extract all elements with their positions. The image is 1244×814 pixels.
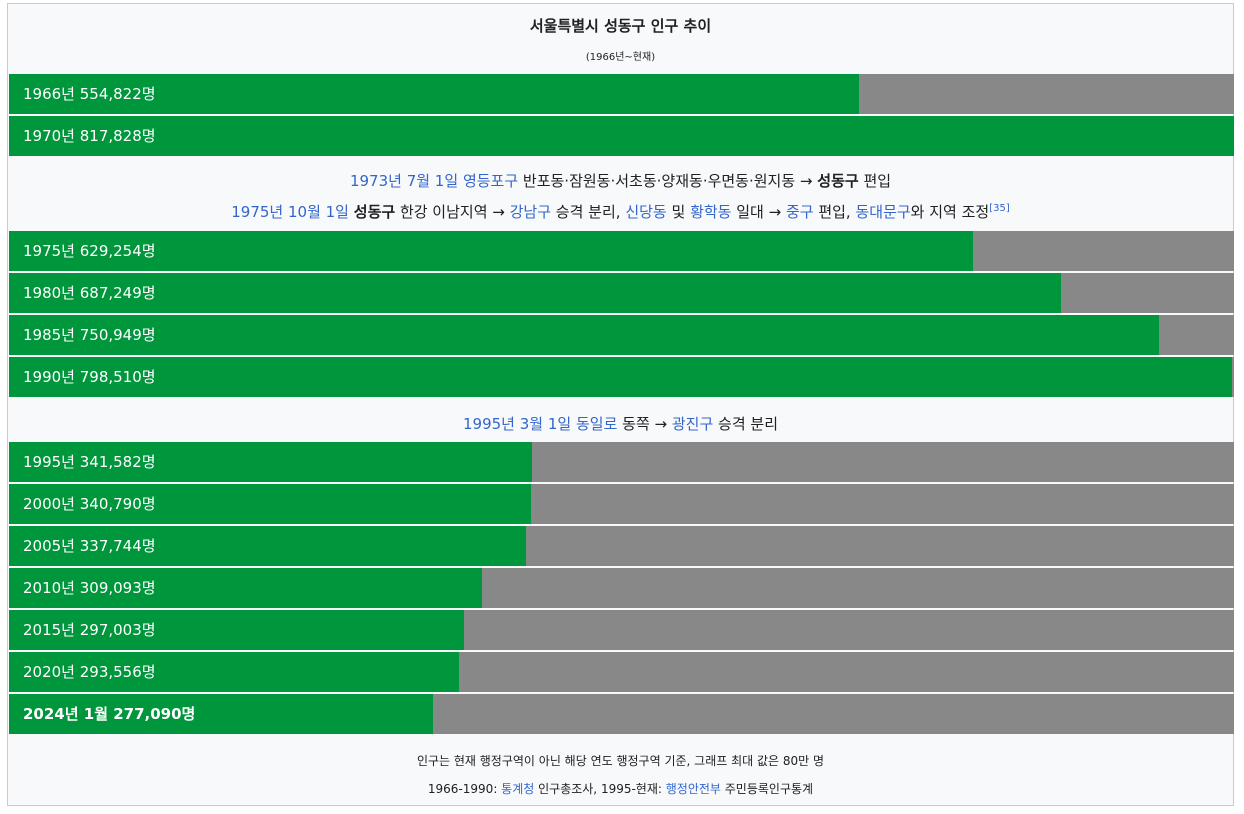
bar-label-12: 2024년 1월 277,090명 (23, 705, 196, 723)
bar-fill-4 (9, 315, 1159, 355)
bar-fill-12 (9, 694, 434, 734)
bar-label-6: 1995년 341,582명 (23, 453, 156, 471)
footer-note: 인구는 현재 행정구역이 아닌 해당 연도 행정구역 기준, 그래프 최대 값은… (416, 754, 825, 768)
link-dongil-ro[interactable]: 동일로 (575, 415, 618, 433)
link-yeongdeungpo-gu[interactable]: 영등포구 (462, 172, 519, 190)
bar-row-7: 2000년 340,790명 (9, 484, 1234, 524)
bar-label-7: 2000년 340,790명 (23, 495, 156, 513)
bar-row-5: 1990년 798,510명 (9, 357, 1234, 397)
population-chart-table: 서울특별시 성동구 인구 추이 (1966년~현재) 1966년 554,822… (7, 3, 1234, 806)
bar-row-0: 1966년 554,822명 (9, 74, 1234, 114)
bar-row-10: 2015년 297,003명 (9, 610, 1234, 650)
bar-row-8: 2005년 337,744명 (9, 526, 1234, 566)
link-1973-date[interactable]: 1973년 7월 1일 (349, 172, 459, 190)
note-text: 승격 분리 (713, 415, 779, 433)
bar-label-2: 1975년 629,254명 (23, 242, 156, 260)
bar-row-9: 2010년 309,093명 (9, 568, 1234, 608)
link-statistics-korea[interactable]: 통계청 (501, 782, 535, 796)
bar-label-4: 1985년 750,949명 (23, 326, 156, 344)
bar-fill-10 (9, 610, 464, 650)
bar-row-1: 1970년 817,828명 (9, 116, 1234, 156)
bar-fill-9 (9, 568, 483, 608)
chart-subtitle: (1966년~현재) (585, 52, 656, 63)
bar-label-9: 2010년 309,093명 (23, 579, 156, 597)
link-1995-date[interactable]: 1995년 3월 1일 (462, 415, 572, 433)
link-gwangjin-gu[interactable]: 광진구 (671, 415, 714, 433)
bar-label-0: 1966년 554,822명 (23, 85, 156, 103)
note-text: 편입, (813, 203, 856, 221)
bar-fill-6 (9, 442, 533, 482)
note-1995: 1995년 3월 1일 동일로 동쪽 → 광진구 승격 분리 (8, 413, 1233, 434)
note-bold-seongdong-gu: 성동구 (353, 203, 396, 221)
footer-text: 주민등록인구통계 (720, 782, 814, 796)
bar-label-3: 1980년 687,249명 (23, 284, 156, 302)
footer-text: 1966-1990: (427, 782, 502, 796)
footer-text: 인구총조사, 1995-현재: (534, 782, 666, 796)
footer-sources: 1966-1990: 통계청 인구총조사, 1995-현재: 행정안전부 주민등… (8, 780, 1233, 797)
bar-fill-11 (9, 652, 459, 692)
bar-fill-0 (9, 74, 859, 114)
bar-fill-7 (9, 484, 531, 524)
bar-row-11: 2020년 293,556명 (9, 652, 1234, 692)
bar-label-10: 2015년 297,003명 (23, 621, 156, 639)
link-gangnam-gu[interactable]: 강남구 (509, 203, 552, 221)
note-text: 동쪽 → (617, 415, 672, 433)
bar-fill-3 (9, 273, 1062, 313)
link-hwanghak-dong[interactable]: 황학동 (690, 203, 732, 221)
link-ministry-interior-safety[interactable]: 행정안전부 (665, 782, 721, 796)
bar-row-6: 1995년 341,582명 (9, 442, 1234, 482)
note-text: 일대 → (731, 203, 786, 221)
bar-label-11: 2020년 293,556명 (23, 663, 156, 681)
bar-row-4: 1985년 750,949명 (9, 315, 1234, 355)
note-bold-seongdong-gu: 성동구 (817, 172, 859, 190)
reference-35[interactable]: [35] (989, 203, 1010, 214)
bar-label-5: 1990년 798,510명 (23, 368, 156, 386)
link-1975-date[interactable]: 1975년 10월 1일 (231, 203, 349, 221)
bar-fill-1 (9, 116, 1234, 156)
bar-label-8: 2005년 337,744명 (23, 537, 156, 555)
note-text: 반포동·잠원동·서초동·양재동·우면동·원지동 → (518, 172, 818, 190)
bar-fill-8 (9, 526, 527, 566)
note-text: 와 지역 조정 (910, 203, 990, 221)
note-text: 한강 이남지역 → (395, 203, 510, 221)
bar-row-2: 1975년 629,254명 (9, 231, 1234, 271)
bar-label-1: 1970년 817,828명 (23, 127, 156, 145)
link-dongdaemun-gu[interactable]: 동대문구 (855, 203, 911, 221)
link-jung-gu[interactable]: 중구 (785, 203, 814, 221)
note-text: 편입 (858, 172, 892, 190)
note-1973: 1973년 7월 1일 영등포구 반포동·잠원동·서초동·양재동·우면동·원지동… (8, 170, 1233, 191)
note-text: 및 (666, 203, 691, 221)
bar-fill-2 (9, 231, 973, 271)
bar-row-12: 2024년 1월 277,090명 (9, 694, 1234, 734)
note-1975: 1975년 10월 1일 성동구 한강 이남지역 → 강남구 승격 분리, 신당… (8, 201, 1233, 222)
link-sindang-dong[interactable]: 신당동 (625, 203, 667, 221)
bar-fill-5 (9, 357, 1232, 397)
bar-row-3: 1980년 687,249명 (9, 273, 1234, 313)
note-text: 승격 분리, (551, 203, 626, 221)
chart-title: 서울특별시 성동구 인구 추이 (529, 17, 712, 35)
